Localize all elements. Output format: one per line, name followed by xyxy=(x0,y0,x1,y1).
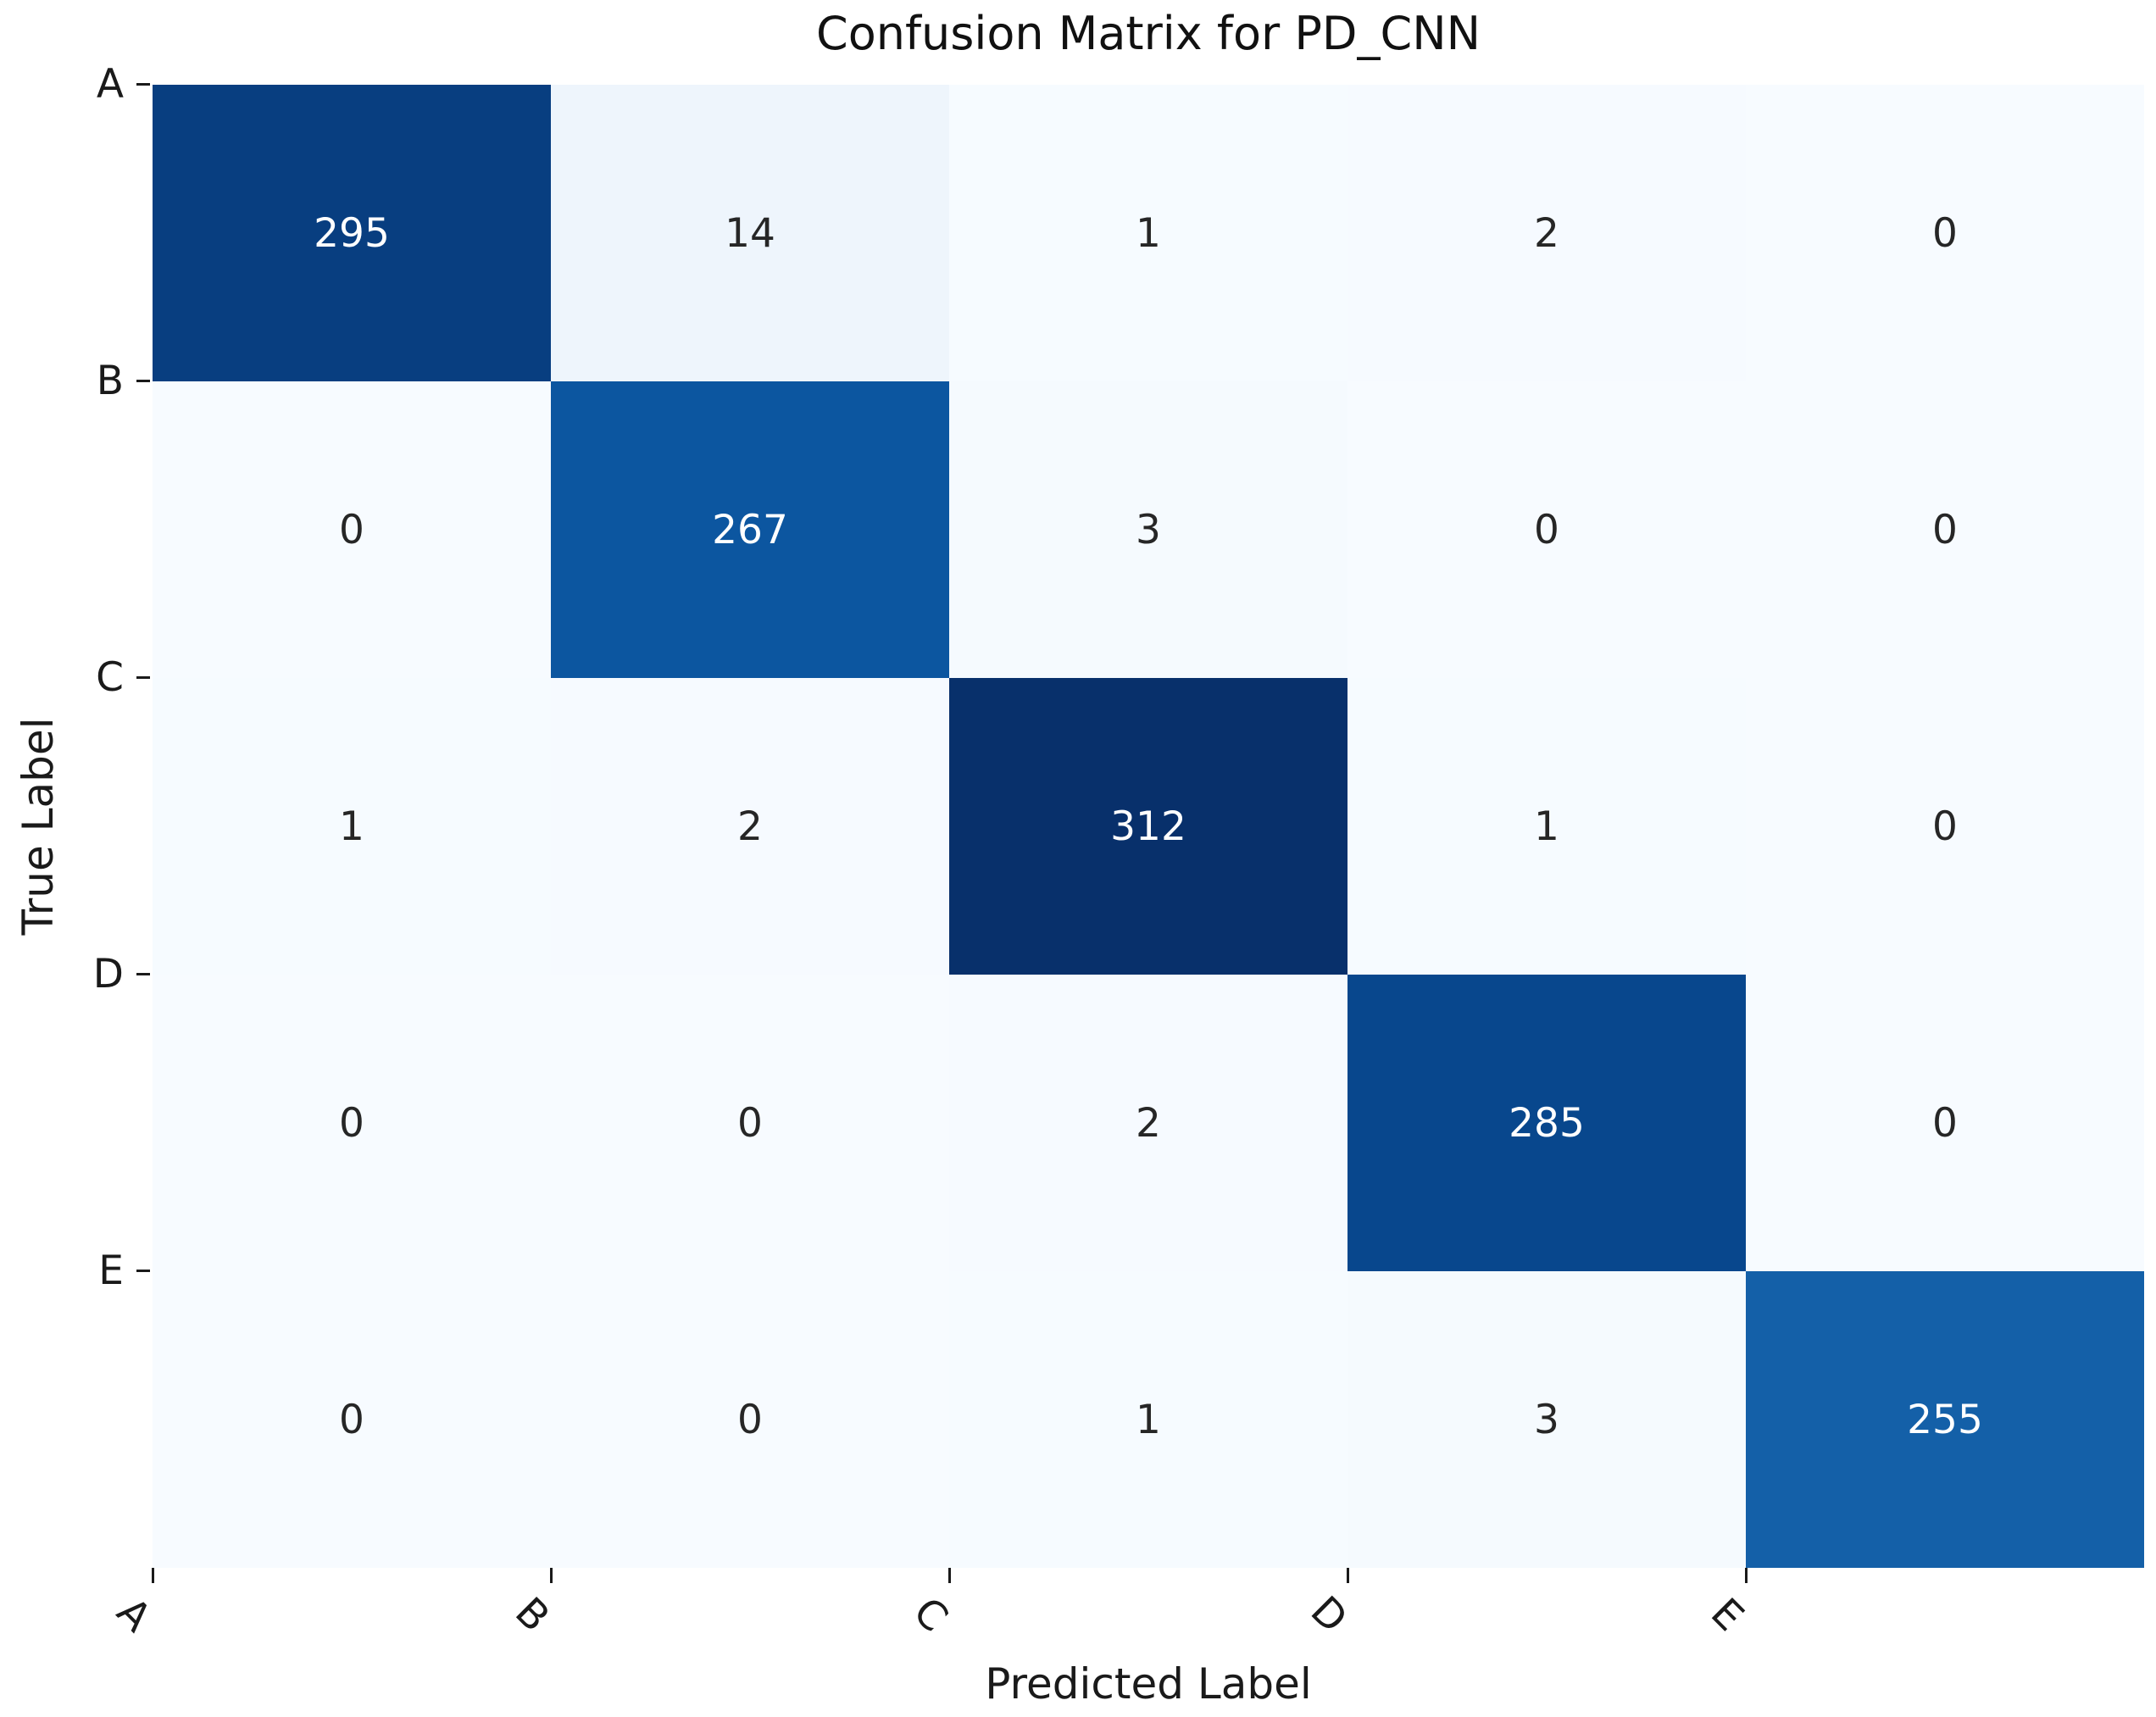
heatmap-cell-value: 267 xyxy=(712,506,788,553)
heatmap-cell-value: 285 xyxy=(1509,1099,1585,1147)
x-tick-label: C xyxy=(903,1588,958,1642)
heatmap-cell: 0 xyxy=(153,1271,551,1568)
heatmap-cell-value: 1 xyxy=(1136,1396,1161,1443)
heatmap-cell: 0 xyxy=(551,1271,949,1568)
heatmap-cell-value: 0 xyxy=(1534,506,1559,553)
heatmap-cell: 1 xyxy=(1348,678,1746,975)
heatmap-cell: 267 xyxy=(551,381,949,678)
heatmap-cell: 1 xyxy=(153,678,551,975)
heatmap-cell-value: 0 xyxy=(737,1099,763,1147)
y-tick-mark xyxy=(136,973,150,975)
heatmap-cell: 3 xyxy=(949,381,1348,678)
heatmap-cell-value: 0 xyxy=(339,506,364,553)
heatmap-cell: 0 xyxy=(1348,381,1746,678)
x-tick-mark xyxy=(550,1568,553,1583)
y-tick-label: E xyxy=(98,1247,124,1294)
heatmap-cell-value: 312 xyxy=(1110,803,1186,850)
heatmap-cell-value: 2 xyxy=(737,803,763,850)
heatmap-cell-value: 1 xyxy=(1534,803,1559,850)
heatmap-cell-value: 0 xyxy=(1932,209,1958,257)
x-tick-mark xyxy=(1347,1568,1349,1583)
heatmap-cell: 255 xyxy=(1746,1271,2144,1568)
heatmap-cell: 0 xyxy=(1746,975,2144,1271)
heatmap-cell-value: 2 xyxy=(1534,209,1559,257)
y-tick-mark xyxy=(136,676,150,679)
heatmap-cell-value: 2 xyxy=(1136,1099,1161,1147)
heatmap-cell: 2 xyxy=(949,975,1348,1271)
heatmap-cell-value: 0 xyxy=(737,1396,763,1443)
heatmap-cell: 0 xyxy=(1746,85,2144,381)
heatmap-cell: 0 xyxy=(1746,678,2144,975)
y-tick-label: D xyxy=(92,951,124,997)
heatmap-cell-value: 0 xyxy=(1932,506,1958,553)
x-tick-mark xyxy=(1745,1568,1748,1583)
heatmap-cell-value: 0 xyxy=(339,1099,364,1147)
heatmap-cell: 2 xyxy=(551,678,949,975)
x-axis-label: Predicted Label xyxy=(985,1659,1312,1709)
heatmap-cell-value: 0 xyxy=(339,1396,364,1443)
heatmap-cell: 0 xyxy=(153,381,551,678)
heatmap-cell: 1 xyxy=(949,1271,1348,1568)
y-tick-mark xyxy=(136,380,150,382)
heatmap-cell-value: 14 xyxy=(725,209,775,257)
y-tick-mark xyxy=(136,83,150,86)
heatmap-plot-area: 295 14 1 2 0 0 267 3 0 0 1 2 312 1 0 0 0 2 285 0 0 0 1 3 255 xyxy=(153,85,2144,1568)
heatmap-cell-value: 3 xyxy=(1534,1396,1559,1443)
heatmap-cell-value: 1 xyxy=(339,803,364,850)
y-axis-label: True Label xyxy=(14,717,63,936)
heatmap-cell-value: 295 xyxy=(314,209,390,257)
heatmap-cell: 0 xyxy=(153,975,551,1271)
x-tick-mark xyxy=(948,1568,951,1583)
y-tick-label: B xyxy=(96,358,124,404)
heatmap-cell-value: 255 xyxy=(1907,1396,1983,1443)
x-tick-label: A xyxy=(108,1588,160,1642)
heatmap-cell: 0 xyxy=(551,975,949,1271)
chart-title: Confusion Matrix for PD_CNN xyxy=(815,7,1481,60)
x-tick-label: D xyxy=(1301,1587,1357,1642)
heatmap-cell: 312 xyxy=(949,678,1348,975)
heatmap-cell: 14 xyxy=(551,85,949,381)
heatmap-cell-value: 0 xyxy=(1932,1099,1958,1147)
heatmap-cell-value: 1 xyxy=(1136,209,1161,257)
x-tick-label: B xyxy=(506,1588,558,1642)
heatmap-cell-value: 3 xyxy=(1136,506,1161,553)
heatmap-cell: 295 xyxy=(153,85,551,381)
heatmap-cell: 285 xyxy=(1348,975,1746,1271)
x-tick-mark xyxy=(152,1568,154,1583)
y-tick-mark xyxy=(136,1270,150,1272)
y-tick-label: A xyxy=(96,61,124,108)
x-tick-label: E xyxy=(1702,1589,1753,1641)
y-tick-label: C xyxy=(96,654,124,701)
heatmap-cell: 2 xyxy=(1348,85,1746,381)
heatmap-cell: 1 xyxy=(949,85,1348,381)
heatmap-cell: 3 xyxy=(1348,1271,1746,1568)
heatmap-cell: 0 xyxy=(1746,381,2144,678)
heatmap-cell-value: 0 xyxy=(1932,803,1958,850)
